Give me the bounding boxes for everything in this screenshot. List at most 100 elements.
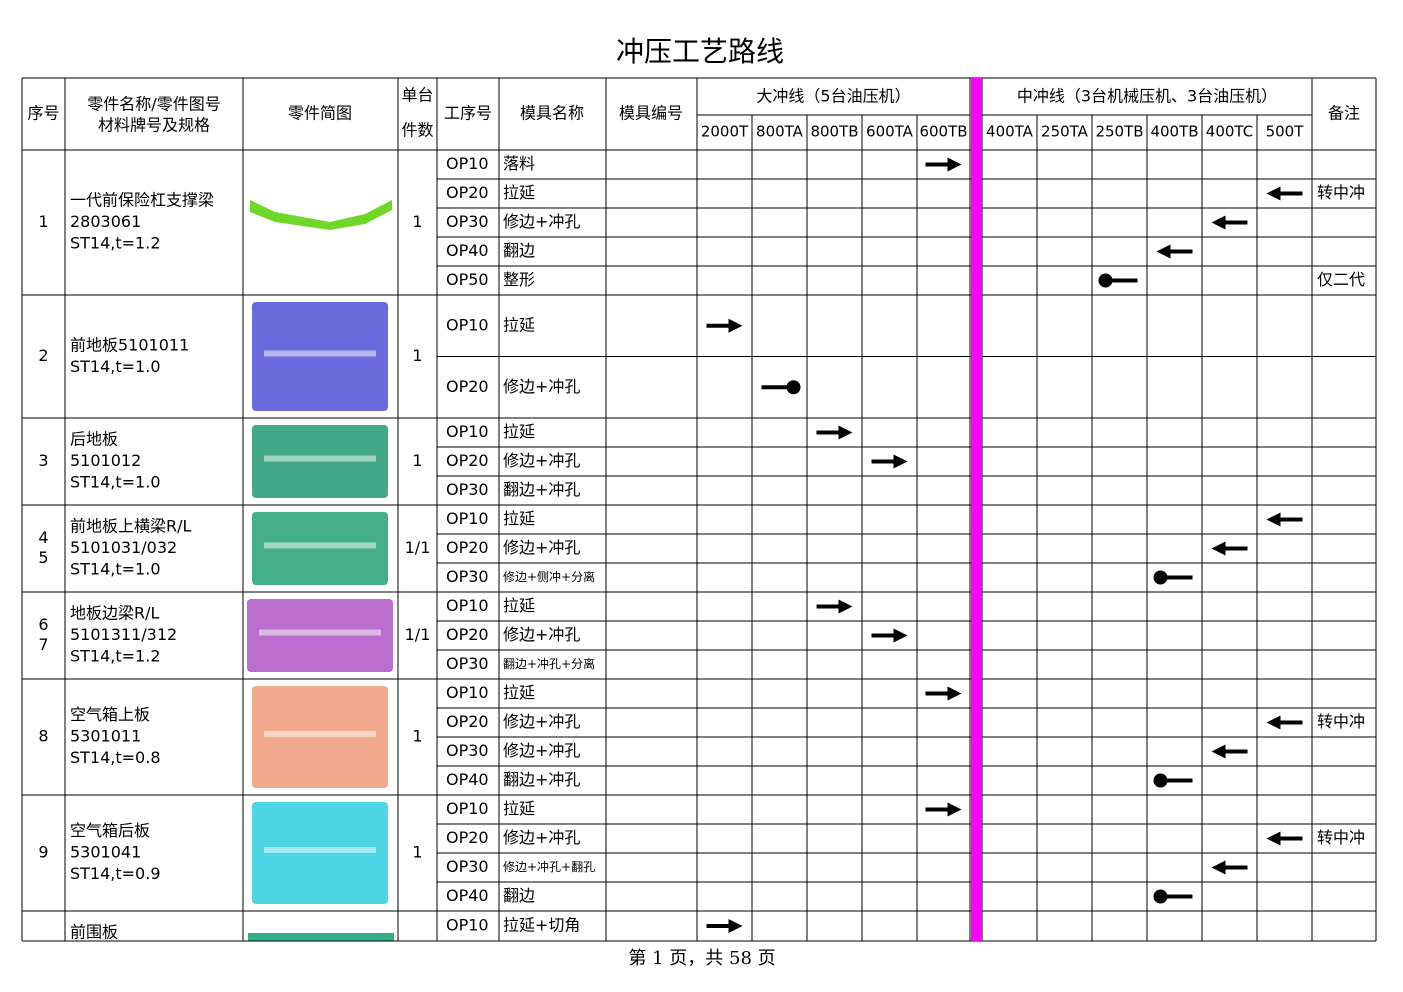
- footer: 第 1 页，共 58 页: [628, 948, 775, 969]
- op-no: OP30: [446, 480, 489, 499]
- op-no: OP10: [446, 683, 489, 702]
- part-name: ST14,t=0.8: [70, 748, 161, 767]
- header-cell: 件数: [401, 121, 433, 140]
- arrow-head: [893, 454, 908, 469]
- arrow-head: [1211, 860, 1226, 875]
- remark: 转中冲: [1317, 712, 1365, 731]
- part-name: 5301041: [70, 843, 141, 862]
- part-name: 前地板上横梁R/L: [70, 517, 192, 536]
- die-name: 整形: [503, 270, 535, 289]
- part-no: 2: [38, 346, 48, 365]
- header-cell: 材料牌号及规格: [98, 116, 210, 135]
- route-mark: [1156, 244, 1193, 259]
- line-name: 大冲线（5台油压机）: [756, 87, 910, 106]
- part-name: 前围板: [70, 923, 118, 942]
- part-sketch-detail: [264, 731, 376, 737]
- route-mark: [706, 318, 743, 333]
- arrow-head: [1266, 831, 1281, 846]
- op-no: OP40: [446, 241, 489, 260]
- part-qty: 1: [412, 727, 422, 746]
- op-no: OP20: [446, 451, 489, 470]
- press-name: 250TA: [1041, 123, 1089, 141]
- arrow-head: [728, 318, 743, 333]
- die-name: 落料: [503, 154, 535, 173]
- part-no: 3: [38, 451, 48, 470]
- route-mark: [1098, 273, 1138, 288]
- header-cell: 序号: [27, 104, 59, 123]
- arrow-head: [947, 802, 962, 817]
- line-name: 中冲线（3台机械压机、3台油压机）: [1017, 87, 1277, 106]
- header-cell: 备注: [1328, 104, 1360, 123]
- die-name: 修边+冲孔: [503, 451, 580, 470]
- route-mark: [816, 599, 853, 614]
- die-name: 修边+冲孔: [503, 741, 580, 760]
- arrow-head: [838, 599, 853, 614]
- arrow-head: [1211, 541, 1226, 556]
- die-name: 拉延: [503, 683, 535, 702]
- op-no: OP10: [446, 315, 489, 334]
- part-qty: 1: [412, 451, 422, 470]
- die-name: 修边+侧冲+分离: [503, 569, 595, 584]
- part-name: 地板边梁R/L: [70, 604, 160, 623]
- route-dot: [1153, 570, 1168, 585]
- part-qty: 1: [412, 843, 422, 862]
- route-mark: [761, 380, 801, 395]
- die-name: 翻边: [503, 241, 535, 260]
- header-cell: 单台: [401, 86, 433, 105]
- part-name: 5301011: [70, 727, 141, 746]
- route-mark: [871, 454, 908, 469]
- title: 冲压工艺路线: [616, 35, 784, 68]
- route-mark: [925, 686, 962, 701]
- die-name: 修边+冲孔: [503, 625, 580, 644]
- op-no: OP20: [446, 712, 489, 731]
- part-qty: 1: [412, 346, 422, 365]
- arrow-head: [1156, 244, 1171, 259]
- route-dot: [1153, 773, 1168, 788]
- arrow-head: [947, 686, 962, 701]
- part-name: ST14,t=1.0: [70, 560, 161, 579]
- route-dot: [786, 380, 801, 395]
- op-no: OP10: [446, 799, 489, 818]
- op-no: OP30: [446, 567, 489, 586]
- die-name: 修边+冲孔: [503, 828, 580, 847]
- part-no: 7: [38, 635, 48, 654]
- route-mark: [1266, 512, 1303, 527]
- arrow-head: [1211, 744, 1226, 759]
- route-mark: [1266, 186, 1303, 201]
- op-no: OP30: [446, 654, 489, 673]
- press-name: 400TA: [986, 123, 1034, 141]
- route-mark: [1153, 889, 1193, 904]
- press-name: 400TC: [1206, 123, 1253, 141]
- part-name: ST14,t=1.0: [70, 357, 161, 376]
- part-no: 1: [38, 212, 48, 231]
- remark: 转中冲: [1317, 183, 1365, 202]
- part-no: 8: [38, 727, 48, 746]
- header-cell: 模具编号: [619, 104, 683, 123]
- route-mark: [1266, 831, 1303, 846]
- part-sketch: [248, 933, 394, 941]
- op-no: OP30: [446, 741, 489, 760]
- route-mark: [1211, 744, 1248, 759]
- part-no: 4: [38, 528, 48, 547]
- die-name: 拉延: [503, 422, 535, 441]
- op-no: OP10: [446, 596, 489, 615]
- arrow-head: [1211, 215, 1226, 230]
- part-name: 空气箱后板: [70, 821, 150, 840]
- part-sketch-detail: [259, 629, 381, 636]
- route-mark: [1211, 860, 1248, 875]
- op-no: OP20: [446, 183, 489, 202]
- die-name: 翻边+冲孔+分离: [503, 656, 595, 671]
- route-mark: [1153, 773, 1193, 788]
- op-no: OP20: [446, 377, 489, 396]
- part-no: 9: [38, 843, 48, 862]
- op-no: OP10: [446, 509, 489, 528]
- press-name: 400TB: [1150, 123, 1198, 141]
- route-mark: [1153, 570, 1193, 585]
- op-no: OP10: [446, 916, 489, 935]
- part-name: ST14,t=0.9: [70, 864, 161, 883]
- route-mark: [1266, 715, 1303, 730]
- part-sketch-detail: [264, 847, 376, 853]
- press-name: 2000T: [701, 123, 749, 141]
- part-qty: 1/1: [405, 538, 431, 557]
- part-qty: 1/1: [405, 625, 431, 644]
